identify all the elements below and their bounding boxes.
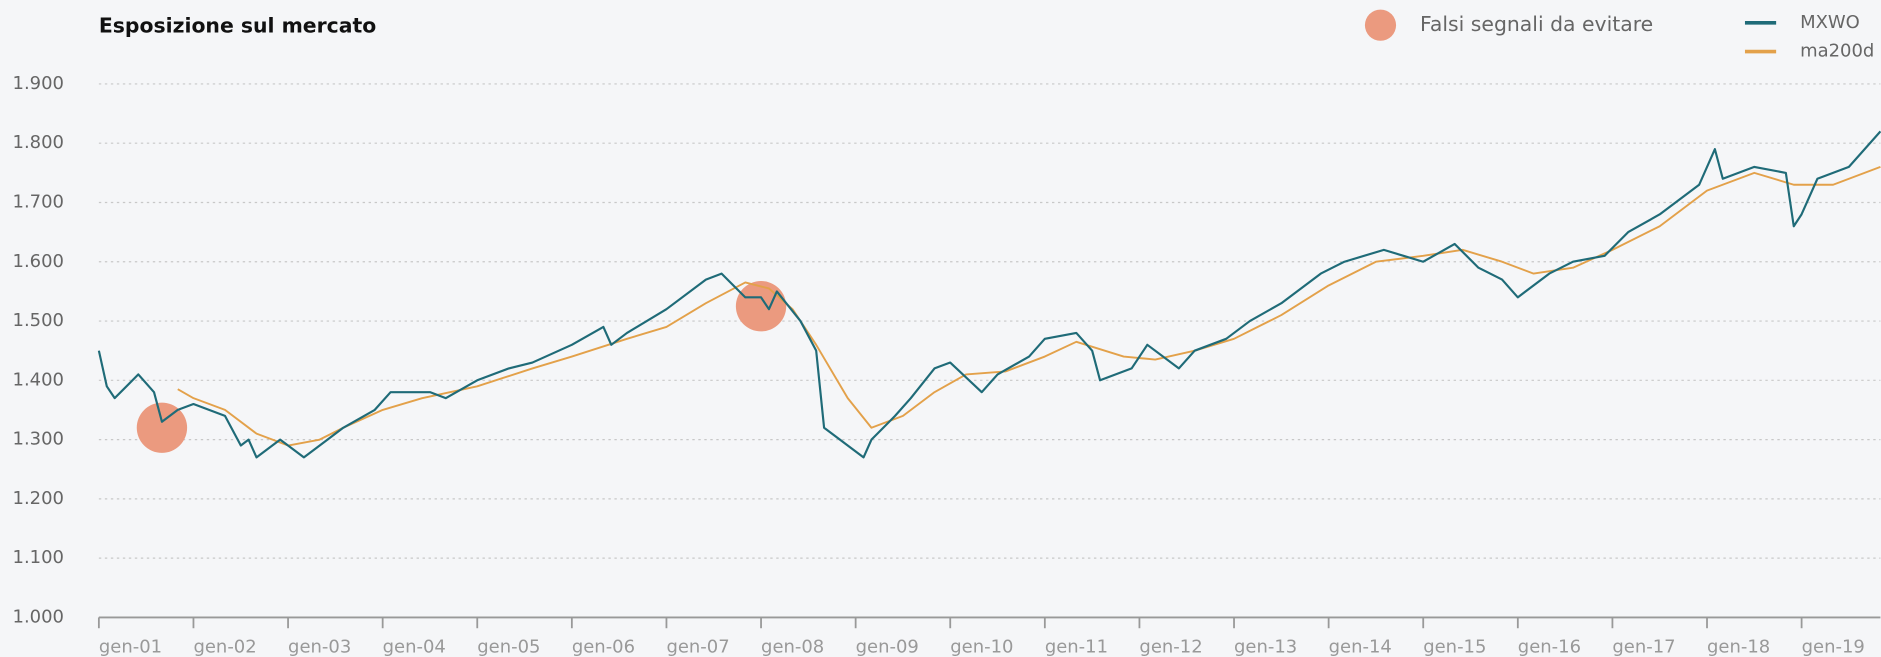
legend-marker [1364,9,1397,41]
y-tick-label: 1.500 [13,310,64,331]
x-tick-label: gen-14 [1329,636,1392,657]
x-tick-label: gen-19 [1802,636,1865,657]
y-tick-label: 1.900 [13,73,64,94]
y-tick-label: 1.400 [13,369,64,390]
x-tick-label: gen-10 [950,636,1013,657]
x-tick-label: gen-08 [761,636,824,657]
legend-label: Falsi segnali da evitare [1420,12,1653,36]
x-tick-label: gen-12 [1139,636,1202,657]
x-tick-label: gen-18 [1707,636,1770,657]
x-tick-label: gen-02 [193,636,256,657]
x-tick-label: gen-03 [288,636,351,657]
x-tick-label: gen-15 [1423,636,1486,657]
y-tick-label: 1.700 [13,191,64,212]
y-tick-label: 1.200 [13,488,64,509]
y-tick-label: 1.100 [13,547,64,568]
signal-marker [735,281,787,332]
x-tick-label: gen-11 [1045,636,1108,657]
x-tick-label: gen-09 [856,636,919,657]
y-tick-label: 1.600 [13,251,64,272]
legend-label: MXWO [1800,12,1860,33]
x-tick-label: gen-06 [572,636,635,657]
x-tick-label: gen-07 [666,636,729,657]
series-line [177,165,1881,447]
x-tick-label: gen-01 [99,636,162,657]
x-tick-label: gen-17 [1612,636,1675,657]
chart-title: Esposizione sul mercato [99,13,376,37]
y-tick-label: 1.300 [13,429,64,450]
signal-marker [136,402,188,453]
x-tick-label: gen-05 [477,636,540,657]
legend-label: ma200d [1800,41,1874,62]
y-tick-label: 1.000 [13,606,64,627]
series-line [97,130,1881,459]
x-tick-label: gen-04 [383,636,446,657]
x-tick-label: gen-13 [1234,636,1297,657]
y-tick-label: 1.800 [13,132,64,153]
x-tick-label: gen-16 [1518,636,1581,657]
